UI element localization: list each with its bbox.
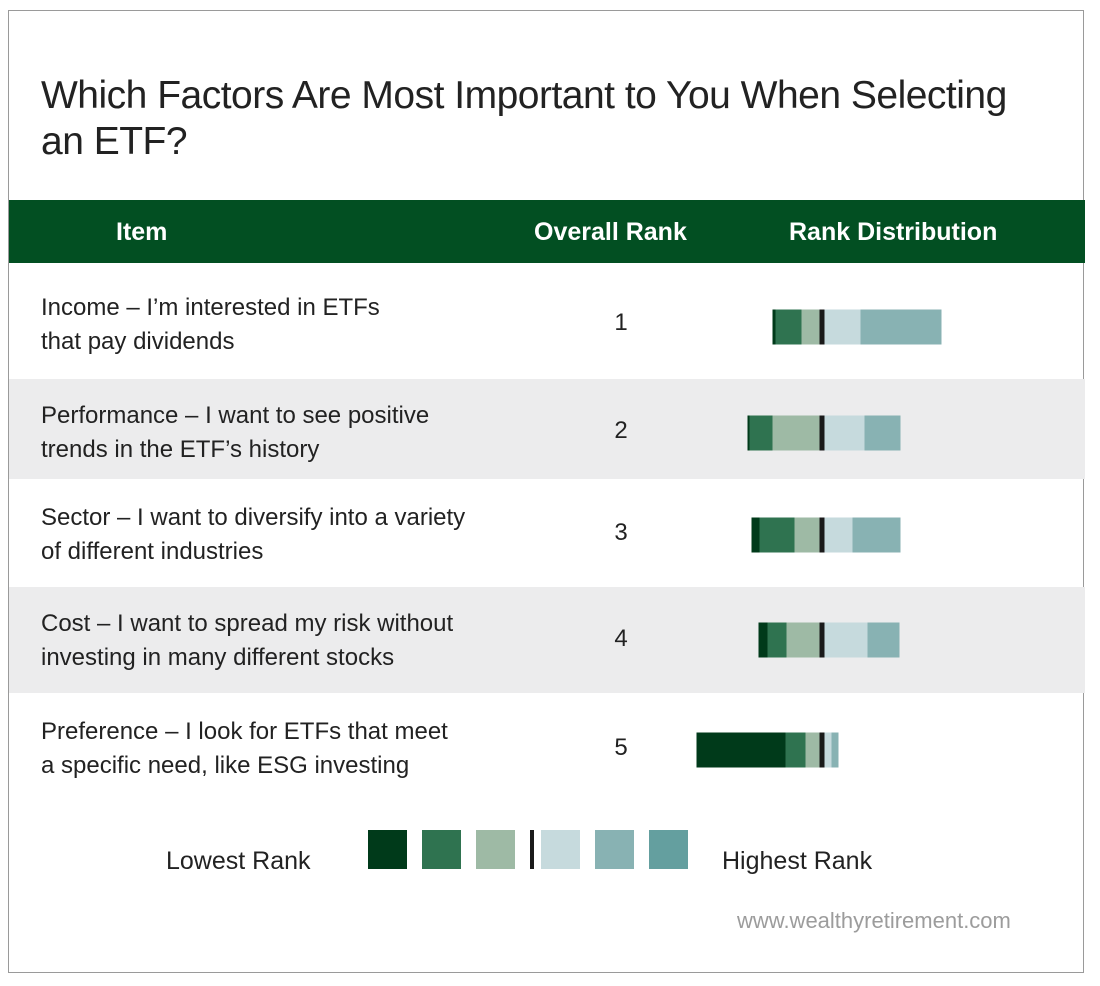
bar-segment-income-4 bbox=[824, 309, 861, 345]
table-row-income: Income – I’m interested in ETFs that pay… bbox=[9, 263, 1085, 379]
median-marker-cost bbox=[819, 622, 825, 658]
row-overall-rank: 4 bbox=[614, 625, 628, 652]
median-marker-sector bbox=[819, 517, 825, 553]
bar-segment-cost-1 bbox=[758, 622, 768, 658]
row-label-line1: Preference – I look for ETFs that meet bbox=[41, 718, 448, 745]
rank-legend bbox=[368, 830, 688, 869]
row-label-line1: Income – I’m interested in ETFs bbox=[41, 294, 380, 321]
bar-segment-sector-2 bbox=[759, 517, 795, 553]
bar-segment-preference-4 bbox=[824, 732, 832, 768]
bar-segment-performance-2 bbox=[749, 415, 773, 451]
header-item: Item bbox=[116, 218, 168, 246]
chart-frame: Which Factors Are Most Important to You … bbox=[8, 10, 1085, 973]
header-rank-distribution: Rank Distribution bbox=[789, 218, 998, 246]
row-overall-rank: 1 bbox=[614, 309, 628, 336]
row-label-line2: that pay dividends bbox=[41, 328, 235, 355]
legend-lowest-rank-label: Lowest Rank bbox=[166, 847, 311, 875]
bar-segment-income-2 bbox=[775, 309, 802, 345]
table-row-cost: Cost – I want to spread my risk without … bbox=[9, 587, 1085, 693]
row-label: Performance – I want to see positive tre… bbox=[41, 399, 561, 467]
table-row-performance: Performance – I want to see positive tre… bbox=[9, 379, 1085, 479]
bar-segment-cost-5 bbox=[867, 622, 900, 658]
chart-title: Which Factors Are Most Important to You … bbox=[41, 74, 1007, 163]
row-label-line2: a specific need, like ESG investing bbox=[41, 752, 410, 779]
bar-segment-income-3 bbox=[801, 309, 820, 345]
row-overall-rank: 5 bbox=[614, 734, 628, 761]
bar-segment-income-1 bbox=[772, 309, 776, 345]
median-marker-income bbox=[819, 309, 825, 345]
row-label-line2: of different industries bbox=[41, 538, 264, 565]
bar-segment-sector-5 bbox=[852, 517, 901, 553]
row-label: Preference – I look for ETFs that meet a… bbox=[41, 715, 561, 783]
row-label-line1: Cost – I want to spread my risk without bbox=[41, 610, 454, 637]
row-overall-rank: 2 bbox=[614, 417, 628, 444]
row-label: Income – I’m interested in ETFs that pay… bbox=[41, 291, 561, 359]
table-row-preference: Preference – I look for ETFs that meet a… bbox=[9, 693, 1085, 813]
bar-segment-cost-2 bbox=[767, 622, 787, 658]
row-label-line2: investing in many different stocks bbox=[41, 644, 395, 671]
bar-segment-preference-2 bbox=[785, 732, 806, 768]
bar-segment-sector-4 bbox=[824, 517, 853, 553]
median-marker-preference bbox=[819, 732, 825, 768]
row-overall-rank: 3 bbox=[614, 519, 628, 546]
bar-segment-performance-1 bbox=[747, 415, 750, 451]
legend-median-marker bbox=[530, 830, 534, 869]
bar-segment-performance-3 bbox=[772, 415, 820, 451]
row-label: Sector – I want to diversify into a vari… bbox=[41, 501, 561, 569]
source-url: www.wealthyretirement.com bbox=[737, 908, 1011, 933]
median-marker-performance bbox=[819, 415, 825, 451]
bar-segment-sector-3 bbox=[794, 517, 820, 553]
row-label-line1: Performance – I want to see positive bbox=[41, 402, 430, 429]
row-label-line1: Sector – I want to diversify into a vari… bbox=[41, 504, 466, 531]
bar-segment-cost-4 bbox=[824, 622, 868, 658]
legend-swatch-5 bbox=[595, 830, 634, 869]
row-label: Cost – I want to spread my risk without … bbox=[41, 607, 561, 675]
legend-swatch-6 bbox=[649, 830, 688, 869]
table-header: Item Overall Rank Rank Distribution bbox=[9, 200, 1085, 263]
legend-swatch-3 bbox=[476, 830, 515, 869]
row-label-line2: trends in the ETF’s history bbox=[41, 436, 320, 463]
bar-segment-income-5 bbox=[860, 309, 942, 345]
bar-segment-sector-1 bbox=[751, 517, 760, 553]
bar-segment-cost-3 bbox=[786, 622, 820, 658]
bar-segment-performance-4 bbox=[824, 415, 865, 451]
table-row-sector: Sector – I want to diversify into a vari… bbox=[9, 479, 1085, 587]
bar-segment-preference-3 bbox=[805, 732, 820, 768]
legend-highest-rank-label: Highest Rank bbox=[722, 847, 873, 875]
rank-distribution-chart bbox=[696, 309, 942, 768]
legend-swatch-2 bbox=[422, 830, 461, 869]
header-overall-rank: Overall Rank bbox=[534, 218, 687, 246]
bar-segment-preference-1 bbox=[696, 732, 786, 768]
bar-segment-performance-5 bbox=[864, 415, 901, 451]
bar-segment-preference-5 bbox=[831, 732, 839, 768]
legend-swatch-1 bbox=[368, 830, 407, 869]
legend-swatch-4 bbox=[541, 830, 580, 869]
